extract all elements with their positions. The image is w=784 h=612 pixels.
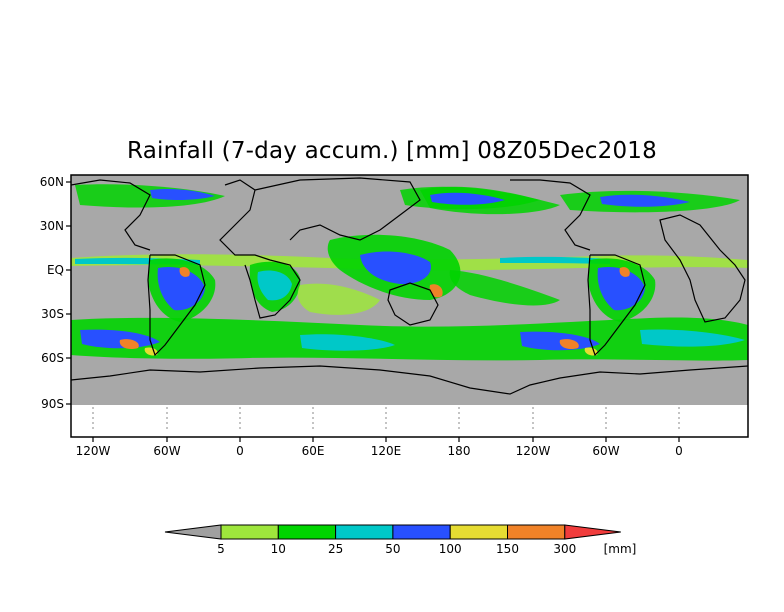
rain-band-southern-core-3 [300,334,395,351]
rain-spot-maritime-orange [429,284,443,298]
rain-band-spcz [449,270,560,306]
colorbar-label: 25 [328,542,343,556]
colorbar-segment-cyan [335,524,394,540]
x-tick-label: 180 [448,444,471,458]
colorbar-segment-blue [392,524,451,540]
rain-spot-south-orange-1 [119,339,139,350]
y-tick-label: 60S [41,351,64,365]
coastline-australia [387,282,439,326]
rain-spot-south-orange-2 [559,339,579,350]
x-tick-label: 0 [675,444,683,458]
colorbar-label: 300 [553,542,576,556]
colorbar-segment-orange [507,524,566,540]
rainfall-layer [71,184,748,361]
colorbar-arrow-gray [164,524,222,540]
rain-region-south-america-right-core [597,266,645,311]
colorbar-label: 150 [496,542,519,556]
y-tick-label: 30N [40,219,64,233]
map-frame [70,174,749,438]
x-tick-label: 120E [371,444,402,458]
colorbar-segment-yellow [449,524,509,540]
rain-band-itcz-core-2 [500,256,610,264]
y-tick-label: 60N [40,175,64,189]
coastline-north-america-right [510,179,591,251]
y-axis: 60N 30N EQ 30S 60S 90S [40,175,71,411]
x-tick-label: 60W [592,444,619,458]
empty-lower-band [71,405,748,437]
rain-core-north-1 [430,192,505,205]
rain-core-north-3 [150,188,215,201]
rain-core-north-2 [600,194,690,207]
colorbar-label: 10 [271,542,286,556]
colorbar: 5 10 25 50 100 150 300 [mm] [164,524,637,556]
coastline-south-america-left [147,254,206,357]
rain-region-south-indian [297,283,380,315]
x-tick-label: 0 [236,444,244,458]
colorbar-segment-green [277,524,337,540]
coastline-africa-right [659,214,746,323]
x-tick-label: 120W [76,444,111,458]
colorbar-label: 5 [217,542,225,556]
coastline-asia [254,177,421,241]
colorbar-label: 50 [385,542,400,556]
rain-band-southern-core-4 [640,329,745,347]
x-tick-label: 60E [302,444,325,458]
rain-region-africa-core [257,270,292,301]
map-title: Rainfall (7-day accum.) [mm] 08Z05Dec201… [127,138,657,164]
coastlines [71,177,748,395]
y-tick-label: 90S [41,397,64,411]
colorbar-label: 100 [439,542,462,556]
colorbar-segment-light-green [220,524,279,540]
colorbar-unit: [mm] [604,542,637,556]
rain-spot-sa-orange [179,267,190,277]
rain-band-southern-core-1 [80,329,160,349]
coastline-antarctica [71,365,748,395]
rain-region-maritime-core [360,251,431,285]
x-axis: 120W 60W 0 60E 120E 180 120W 60W 0 [76,407,683,458]
coastline-south-america-right [587,254,646,357]
coastline-africa-europe [219,179,301,319]
colorbar-arrow-red [564,524,621,540]
rain-band-southern-ocean [71,317,748,361]
coastline-north-america-left [71,179,151,251]
rain-spot-sa-right-orange [619,267,630,277]
x-tick-label: 60W [153,444,180,458]
y-tick-label: 30S [41,307,64,321]
rain-region-south-america-core [157,266,205,311]
y-tick-label: EQ [47,263,64,277]
x-tick-label: 120W [516,444,551,458]
